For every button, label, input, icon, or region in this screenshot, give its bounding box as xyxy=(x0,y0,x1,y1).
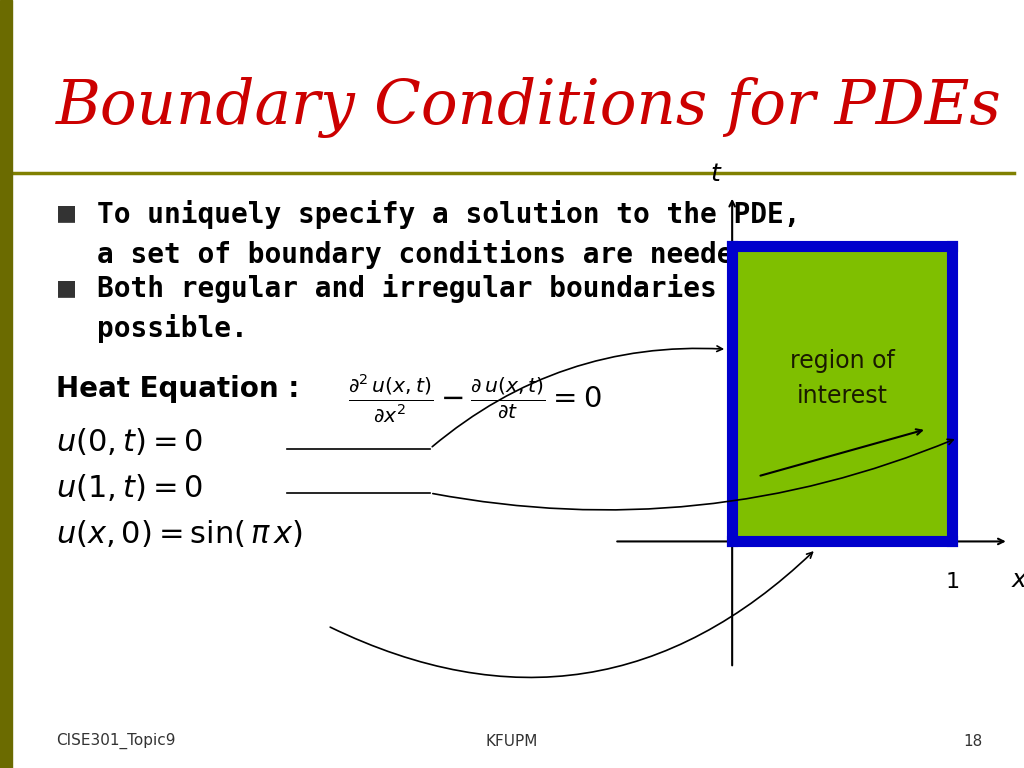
Text: Both regular and irregular boundaries are: Both regular and irregular boundaries ar… xyxy=(97,274,784,303)
Text: t: t xyxy=(710,162,720,186)
Text: 1: 1 xyxy=(945,572,959,592)
Text: $u(1,t) = 0$: $u(1,t) = 0$ xyxy=(56,472,204,503)
Text: x: x xyxy=(1012,568,1024,592)
Text: $u(x,0) = \sin(\,\pi\, x)$: $u(x,0) = \sin(\,\pi\, x)$ xyxy=(56,518,303,549)
Text: ■: ■ xyxy=(56,278,78,298)
Text: region of
interest: region of interest xyxy=(790,349,895,408)
Bar xyxy=(0,0,12,768)
Text: a set of boundary conditions are needed.: a set of boundary conditions are needed. xyxy=(97,240,767,269)
Text: KFUPM: KFUPM xyxy=(485,733,539,749)
Text: $u(0,t) = 0$: $u(0,t) = 0$ xyxy=(56,426,204,457)
Text: CISE301_Topic9: CISE301_Topic9 xyxy=(56,733,176,749)
Text: Heat Equation :: Heat Equation : xyxy=(56,375,300,402)
Text: $\frac{\partial^2\, u(x,t)}{\partial x^2} - \frac{\partial\, u(x,t)}{\partial t}: $\frac{\partial^2\, u(x,t)}{\partial x^2… xyxy=(348,372,602,425)
Text: 18: 18 xyxy=(964,733,983,749)
Text: Boundary Conditions for PDEs: Boundary Conditions for PDEs xyxy=(56,77,1002,137)
Text: To uniquely specify a solution to the PDE,: To uniquely specify a solution to the PD… xyxy=(97,200,801,229)
Text: possible.: possible. xyxy=(97,314,248,343)
Bar xyxy=(732,246,952,541)
Text: ■: ■ xyxy=(56,204,78,223)
